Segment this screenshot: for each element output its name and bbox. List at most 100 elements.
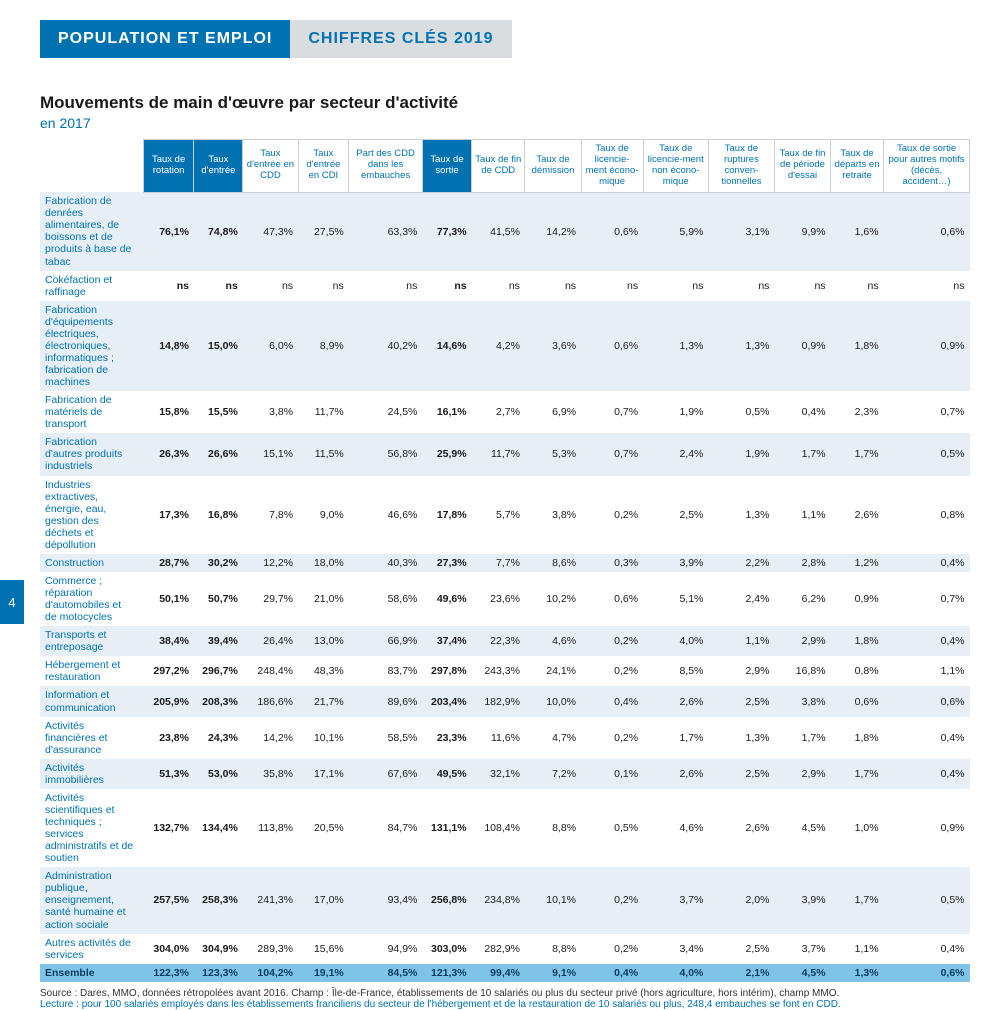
cell: 8,9% [298,301,349,391]
cell: 123,3% [194,964,243,982]
cell: 0,7% [884,391,970,433]
row-label: Activités scientifiques et techniques ; … [40,789,143,867]
cell: 0,4% [884,626,970,656]
col-header-10: Taux de ruptures conven-tionnelles [708,140,774,193]
cell: 0,8% [884,476,970,554]
cell: 0,5% [884,433,970,475]
cell: ns [243,271,298,301]
cell: 0,9% [774,301,830,391]
cell: 17,3% [143,476,194,554]
cell: 94,9% [349,934,423,964]
cell: 304,9% [194,934,243,964]
table-row: Fabrication d'équipements électriques, é… [40,301,970,391]
cell: 99,4% [472,964,525,982]
cell: 83,7% [349,656,423,686]
table-row: Administration publique, enseignement, s… [40,867,970,933]
cell: 2,1% [708,964,774,982]
cell: 16,8% [194,476,243,554]
cell: 205,9% [143,686,194,716]
cell: 15,8% [143,391,194,433]
cell: 0,6% [581,301,643,391]
cell: 8,8% [525,789,581,867]
table-row: Activités immobilières51,3%53,0%35,8%17,… [40,759,970,789]
rowlabel-head [40,140,143,193]
cell: 2,7% [472,391,525,433]
cell: 1,0% [831,789,884,867]
cell: 24,1% [525,656,581,686]
cell: 208,3% [194,686,243,716]
cell: 0,2% [581,656,643,686]
cell: 9,9% [774,192,830,270]
cell: 0,6% [884,964,970,982]
cell: 108,4% [472,789,525,867]
cell: 1,7% [774,433,830,475]
cell: 289,3% [243,934,298,964]
cell: 41,5% [472,192,525,270]
cell: 28,7% [143,554,194,572]
cell: 248,4% [243,656,298,686]
cell: ns [708,271,774,301]
cell: 22,3% [472,626,525,656]
row-label: Transports et entreposage [40,626,143,656]
cell: 0,7% [581,433,643,475]
col-header-2: Taux d'entrée en CDD [243,140,298,193]
cell: 26,6% [194,433,243,475]
header-section-left: POPULATION ET EMPLOI [40,20,290,58]
cell: 10,1% [298,717,349,759]
cell: 1,7% [831,867,884,933]
cell: 23,6% [472,572,525,626]
cell: 48,3% [298,656,349,686]
cell: 0,4% [884,717,970,759]
cell: ns [831,271,884,301]
table-row: Construction28,7%30,2%12,2%18,0%40,3%27,… [40,554,970,572]
cell: 1,7% [774,717,830,759]
cell: 30,2% [194,554,243,572]
cell: ns [884,271,970,301]
cell: 3,8% [774,686,830,716]
cell: 13,0% [298,626,349,656]
cell: 5,3% [525,433,581,475]
cell: 1,1% [831,934,884,964]
header-section-right: CHIFFRES CLÉS 2019 [290,20,511,58]
cell: 35,8% [243,759,298,789]
row-label: Fabrication de matériels de transport [40,391,143,433]
row-label: Commerce ; réparation d'automobiles et d… [40,572,143,626]
table-row: Ensemble122,3%123,3%104,2%19,1%84,5%121,… [40,964,970,982]
cell: 3,9% [774,867,830,933]
cell: 15,6% [298,934,349,964]
cell: 0,5% [581,789,643,867]
cell: 10,1% [525,867,581,933]
cell: 1,6% [831,192,884,270]
cell: ns [472,271,525,301]
cell: 89,6% [349,686,423,716]
cell: 39,4% [194,626,243,656]
cell: 6,9% [525,391,581,433]
cell: 67,6% [349,759,423,789]
cell: 38,4% [143,626,194,656]
col-header-12: Taux de départs en retraite [831,140,884,193]
cell: 303,0% [422,934,471,964]
cell: 93,4% [349,867,423,933]
cell: 0,6% [581,192,643,270]
cell: 0,4% [884,934,970,964]
cell: 297,2% [143,656,194,686]
cell: 2,9% [774,626,830,656]
cell: 37,4% [422,626,471,656]
cell: 11,7% [472,433,525,475]
cell: 12,2% [243,554,298,572]
cell: 25,9% [422,433,471,475]
cell: 297,8% [422,656,471,686]
cell: 0,2% [581,626,643,656]
cell: 3,9% [643,554,708,572]
cell: 19,1% [298,964,349,982]
cell: 0,6% [884,686,970,716]
cell: 2,9% [708,656,774,686]
row-label: Hébergement et restauration [40,656,143,686]
row-label: Autres activités de services [40,934,143,964]
cell: 234,8% [472,867,525,933]
table-row: Autres activités de services304,0%304,9%… [40,934,970,964]
table-row: Hébergement et restauration297,2%296,7%2… [40,656,970,686]
col-header-7: Taux de démission [525,140,581,193]
cell: 58,6% [349,572,423,626]
cell: 122,3% [143,964,194,982]
